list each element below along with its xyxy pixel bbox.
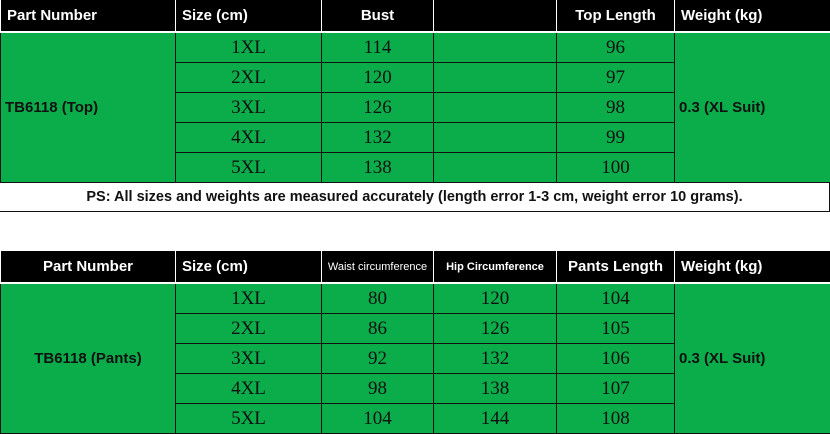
header-part-number: Part Number bbox=[1, 0, 176, 32]
size: 1XL bbox=[176, 32, 322, 63]
pants-size-table: Part Number Size (cm) Waist circumferenc… bbox=[0, 251, 830, 434]
hip: 132 bbox=[434, 344, 557, 374]
hip: 138 bbox=[434, 374, 557, 404]
size: 2XL bbox=[176, 314, 322, 344]
header-waist: Waist circumference bbox=[322, 251, 434, 283]
waist: 98 bbox=[322, 374, 434, 404]
weight: 0.3 (XL Suit) bbox=[675, 32, 830, 183]
top-length: 100 bbox=[557, 153, 675, 183]
size: 5XL bbox=[176, 404, 322, 434]
bust: 126 bbox=[322, 93, 434, 123]
header-hip: Hip Circumference bbox=[434, 251, 557, 283]
header-part-number: Part Number bbox=[1, 251, 176, 283]
size: 2XL bbox=[176, 63, 322, 93]
waist: 92 bbox=[322, 344, 434, 374]
waist: 80 bbox=[322, 283, 434, 314]
header-row: Part Number Size (cm) Bust Top Length We… bbox=[1, 0, 830, 32]
hip: 144 bbox=[434, 404, 557, 434]
measurement-note: PS: All sizes and weights are measured a… bbox=[0, 182, 830, 212]
hip: 120 bbox=[434, 283, 557, 314]
header-top-length: Top Length bbox=[557, 0, 675, 32]
pants-length: 104 bbox=[557, 283, 675, 314]
size: 1XL bbox=[176, 283, 322, 314]
hip: 126 bbox=[434, 314, 557, 344]
weight: 0.3 (XL Suit) bbox=[675, 283, 830, 434]
table-row: TB6118 (Top) 1XL 114 96 0.3 (XL Suit) bbox=[1, 32, 830, 63]
size: 3XL bbox=[176, 93, 322, 123]
empty-cell bbox=[434, 32, 557, 63]
header-weight: Weight (kg) bbox=[675, 0, 830, 32]
pants-length: 107 bbox=[557, 374, 675, 404]
table-row: TB6118 (Pants) 1XL 80 120 104 0.3 (XL Su… bbox=[1, 283, 830, 314]
top-size-table: Part Number Size (cm) Bust Top Length We… bbox=[0, 0, 830, 183]
part-number: TB6118 (Top) bbox=[1, 32, 176, 183]
waist: 86 bbox=[322, 314, 434, 344]
top-length: 98 bbox=[557, 93, 675, 123]
top-length: 96 bbox=[557, 32, 675, 63]
pants-length: 108 bbox=[557, 404, 675, 434]
empty-cell bbox=[434, 93, 557, 123]
top-length: 99 bbox=[557, 123, 675, 153]
header-pants-length: Pants Length bbox=[557, 251, 675, 283]
waist: 104 bbox=[322, 404, 434, 434]
header-empty bbox=[434, 0, 557, 32]
header-bust: Bust bbox=[322, 0, 434, 32]
size: 5XL bbox=[176, 153, 322, 183]
pants-length: 105 bbox=[557, 314, 675, 344]
size: 4XL bbox=[176, 123, 322, 153]
bust: 132 bbox=[322, 123, 434, 153]
bust: 114 bbox=[322, 32, 434, 63]
bust: 138 bbox=[322, 153, 434, 183]
top-length: 97 bbox=[557, 63, 675, 93]
bust: 120 bbox=[322, 63, 434, 93]
header-weight: Weight (kg) bbox=[675, 251, 830, 283]
part-number: TB6118 (Pants) bbox=[1, 283, 176, 434]
header-size: Size (cm) bbox=[176, 251, 322, 283]
size: 3XL bbox=[176, 344, 322, 374]
empty-cell bbox=[434, 123, 557, 153]
header-size: Size (cm) bbox=[176, 0, 322, 32]
empty-cell bbox=[434, 63, 557, 93]
header-row: Part Number Size (cm) Waist circumferenc… bbox=[1, 251, 830, 283]
pants-length: 106 bbox=[557, 344, 675, 374]
empty-cell bbox=[434, 153, 557, 183]
size: 4XL bbox=[176, 374, 322, 404]
